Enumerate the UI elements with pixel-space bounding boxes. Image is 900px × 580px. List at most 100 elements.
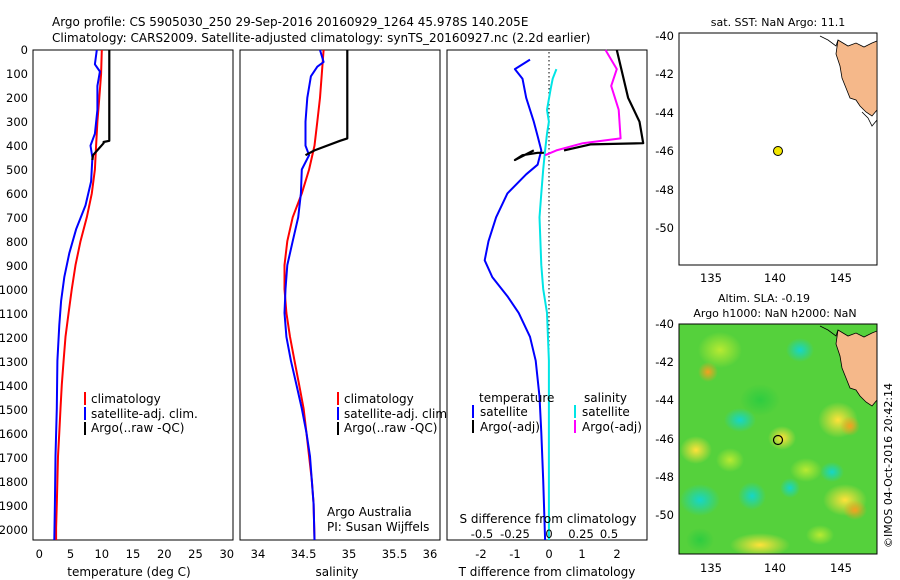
legend-header-salinity: salinity [584, 391, 627, 405]
s-difference-ticks: -0.5 -0.25 0 0.25 0.5 [471, 527, 618, 541]
temperature-legend: climatology satellite-adj. clim. Argo(..… [84, 392, 198, 435]
temp-xtick-0: 0 [36, 547, 43, 561]
coastline-outline [819, 35, 878, 127]
difference-panel: temperature salinity satellite Argo(-adj… [446, 49, 648, 579]
salinity-plot-frame [239, 49, 441, 541]
tasmania-landmass [835, 329, 877, 407]
sla-ytick-46: -46 [655, 432, 674, 446]
sst-ytick-44: -44 [655, 106, 674, 120]
sla-ytick-48: -48 [655, 470, 674, 484]
series-line-satellite-adj-clim [283, 49, 325, 541]
sla-map-frame [678, 323, 878, 555]
t-tick-1: 1 [578, 547, 585, 561]
imos-credit: ©IMOS 04-Oct-2016 20:42:14 [882, 383, 895, 548]
series-line-argo-raw-qc [304, 50, 349, 157]
salinity-legend: climatology satellite-adj. clim. Argo(..… [337, 392, 451, 435]
salinity-panel: 34 34.5 35 35.5 36 salinity climatology … [239, 49, 451, 579]
series-line-satellite-adj-clim [53, 49, 101, 541]
depth-tick-1700: 1700 [0, 451, 28, 465]
depth-tick-1200: 1200 [0, 331, 28, 345]
sst-ytick-50: -50 [655, 221, 674, 235]
sla-map-xticks: 135 140 145 [700, 561, 852, 575]
sst-map-title: sat. SST: NaN Argo: 11.1 [711, 16, 845, 29]
salinity-xticks: 34 34.5 35 35.5 36 [251, 547, 438, 561]
series-line-temperature-argo-adj [513, 149, 546, 162]
sal-xtick-35-5: 35.5 [382, 547, 408, 561]
temperature-xticks: 0 5 10 15 20 25 30 [36, 547, 234, 561]
temperature-series [53, 49, 111, 541]
depth-tick-400: 400 [6, 139, 28, 153]
salinity-xlabel: salinity [315, 565, 358, 579]
series-line-climatology [55, 49, 103, 540]
difference-plot-frame [446, 49, 648, 541]
sla-ytick-40: -40 [655, 317, 674, 331]
temperature-xlabel: temperature (deg C) [67, 565, 190, 579]
sla-xtick-140: 140 [764, 561, 786, 575]
depth-tick-600: 600 [6, 187, 28, 201]
sst-map-xticks: 135 140 145 [700, 271, 852, 285]
s-tick-0-25: 0.25 [568, 527, 594, 541]
header-line-2: Climatology: CARS2009. Satellite-adjuste… [52, 31, 590, 45]
sal-xtick-35: 35 [342, 547, 357, 561]
t-difference-ticks: -2 -1 0 1 2 [475, 547, 620, 561]
depth-tick-1000: 1000 [0, 283, 28, 297]
series-line-argo-profile [563, 49, 645, 152]
depth-tick-0: 0 [21, 43, 28, 57]
legend-label-satellite: satellite-adj. clim. [91, 407, 198, 421]
tasmania-landmass [835, 39, 878, 117]
temp-xtick-20: 20 [157, 547, 172, 561]
legend-label-climatology: climatology [344, 392, 414, 406]
s-tick-minus-0-25: -0.25 [500, 527, 530, 541]
sst-xtick-135: 135 [700, 271, 722, 285]
sst-ytick-42: -42 [655, 67, 674, 81]
legend-label-satellite: satellite-adj. clim. [344, 407, 451, 421]
depth-tick-1300: 1300 [0, 355, 28, 369]
depth-tick-1900: 1900 [0, 499, 28, 513]
legend-label-argo: Argo(..raw -QC) [344, 421, 437, 435]
sla-xtick-145: 145 [830, 561, 852, 575]
sla-map-title-line-2: Argo h1000: NaN h2000: NaN [693, 307, 856, 320]
depth-tick-1600: 1600 [0, 427, 28, 441]
sla-map-yticks: -40 -42 -44 -46 -48 -50 [655, 317, 674, 522]
series-line-argo-raw-qc [91, 50, 111, 161]
temp-xtick-5: 5 [67, 547, 74, 561]
float-location-marker [772, 434, 784, 446]
legend-label-sal-argo: Argo(-adj) [582, 420, 642, 434]
sst-map-yticks: -40 -42 -44 -46 -48 -50 [655, 29, 674, 235]
series-line-salinity-argo-adj [544, 49, 622, 157]
depth-tick-2000: 2000 [0, 523, 28, 537]
legend-label-climatology: climatology [91, 392, 161, 406]
sst-ytick-46: -46 [655, 144, 674, 158]
annotation-argo-australia: Argo Australia [327, 505, 412, 519]
t-tick-2: 2 [613, 547, 620, 561]
temp-xtick-10: 10 [94, 547, 109, 561]
sla-map: Altim. SLA: -0.19 Argo h1000: NaN h2000:… [655, 292, 895, 575]
temp-xtick-25: 25 [188, 547, 203, 561]
legend-label-argo: Argo(..raw -QC) [91, 421, 184, 435]
s-difference-label: S difference from climatology [460, 512, 637, 526]
depth-tick-1400: 1400 [0, 379, 28, 393]
sla-ytick-42: -42 [655, 355, 674, 369]
depth-tick-500: 500 [6, 163, 28, 177]
depth-axis-labels: 0 100 200 300 400 500 600 700 800 900 10… [0, 43, 28, 537]
depth-tick-800: 800 [6, 235, 28, 249]
depth-tick-700: 700 [6, 211, 28, 225]
legend-label-sal-satellite: satellite [582, 405, 630, 419]
sla-map-title-line-1: Altim. SLA: -0.19 [718, 292, 810, 305]
salinity-series [283, 49, 349, 541]
sal-xtick-34: 34 [251, 547, 266, 561]
sal-xtick-36: 36 [423, 547, 438, 561]
sal-xtick-34-5: 34.5 [291, 547, 317, 561]
legend-label-temp-satellite: satellite [480, 405, 528, 419]
series-line-temperature-satellite [483, 58, 547, 541]
legend-label-temp-argo: Argo(-adj) [480, 420, 540, 434]
s-tick-0-5: 0.5 [600, 527, 618, 541]
depth-tick-1100: 1100 [0, 307, 28, 321]
depth-tick-1800: 1800 [0, 475, 28, 489]
t-tick-0: 0 [545, 547, 552, 561]
depth-tick-100: 100 [6, 67, 28, 81]
sst-map: sat. SST: NaN Argo: 11.1 -40 -42 -44 -46… [655, 16, 878, 285]
sla-xtick-135: 135 [700, 561, 722, 575]
t-tick-minus-2: -2 [475, 547, 486, 561]
t-tick-minus-1: -1 [509, 547, 520, 561]
